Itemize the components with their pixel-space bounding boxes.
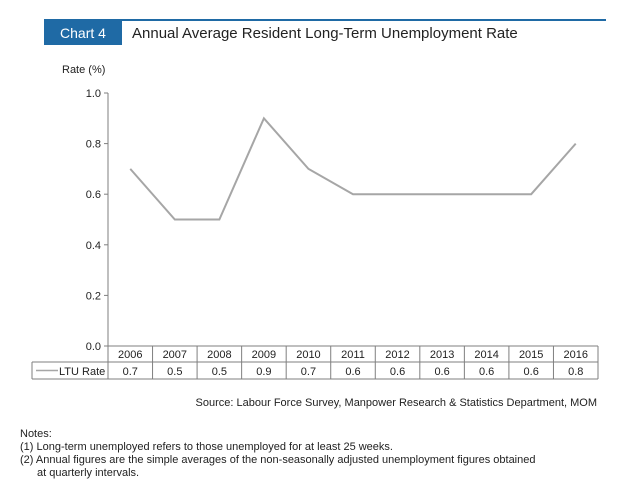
x-category-label: 2015 — [519, 349, 543, 361]
note-2-continued: at quarterly intervals. — [37, 467, 140, 479]
data-table-value: 0.9 — [256, 366, 271, 378]
data-table-value: 0.6 — [434, 366, 449, 378]
source-note: Source: Labour Force Survey, Manpower Re… — [195, 397, 597, 409]
data-table-value: 0.6 — [479, 366, 494, 378]
note-2: (2) Annual figures are the simple averag… — [20, 454, 536, 466]
y-axis-label: Rate (%) — [62, 64, 106, 76]
series-line-ltu-rate — [129, 116, 577, 221]
x-category-label: 2010 — [296, 349, 320, 361]
x-category-label: 2007 — [163, 349, 187, 361]
data-table-value: 0.5 — [212, 366, 227, 378]
chart-number-badge: Chart 4 — [44, 21, 122, 45]
x-category-label: 2009 — [252, 349, 276, 361]
x-category-label: 2016 — [563, 349, 587, 361]
data-table-value: 0.7 — [301, 366, 316, 378]
chart-title: Annual Average Resident Long-Term Unempl… — [132, 25, 518, 42]
data-table-value: 0.5 — [167, 366, 182, 378]
x-category-label: 2012 — [385, 349, 409, 361]
x-category-label: 2014 — [474, 349, 498, 361]
x-category-label: 2013 — [430, 349, 454, 361]
data-table-value: 0.8 — [568, 366, 583, 378]
notes-block: Notes: (1) Long-term unemployed refers t… — [20, 428, 535, 480]
notes-heading: Notes: — [20, 428, 52, 440]
note-1: (1) Long-term unemployed refers to those… — [20, 441, 393, 453]
y-tick-label: 0.4 — [86, 240, 101, 252]
x-category-label: 2008 — [207, 349, 231, 361]
data-table-value: 0.6 — [345, 366, 360, 378]
y-tick-label: 0.2 — [86, 290, 101, 302]
data-table-value: 0.7 — [123, 366, 138, 378]
line-chart: 0.0 0.2 0.4 0.6 0.8 1.0 2006 0.7 2007 0.5 2008 0.5 2… — [31, 88, 599, 380]
y-tick-label: 0.8 — [86, 139, 101, 151]
y-tick-label: 0.0 — [86, 341, 101, 353]
header-rule — [44, 19, 606, 21]
data-table-value: 0.6 — [390, 366, 405, 378]
x-category-label: 2011 — [341, 349, 365, 361]
y-tick-label: 1.0 — [86, 88, 101, 100]
y-tick-label: 0.6 — [86, 189, 101, 201]
legend-series-name: LTU Rate — [59, 366, 105, 378]
data-table-value: 0.6 — [524, 366, 539, 378]
x-category-label: 2006 — [118, 349, 142, 361]
